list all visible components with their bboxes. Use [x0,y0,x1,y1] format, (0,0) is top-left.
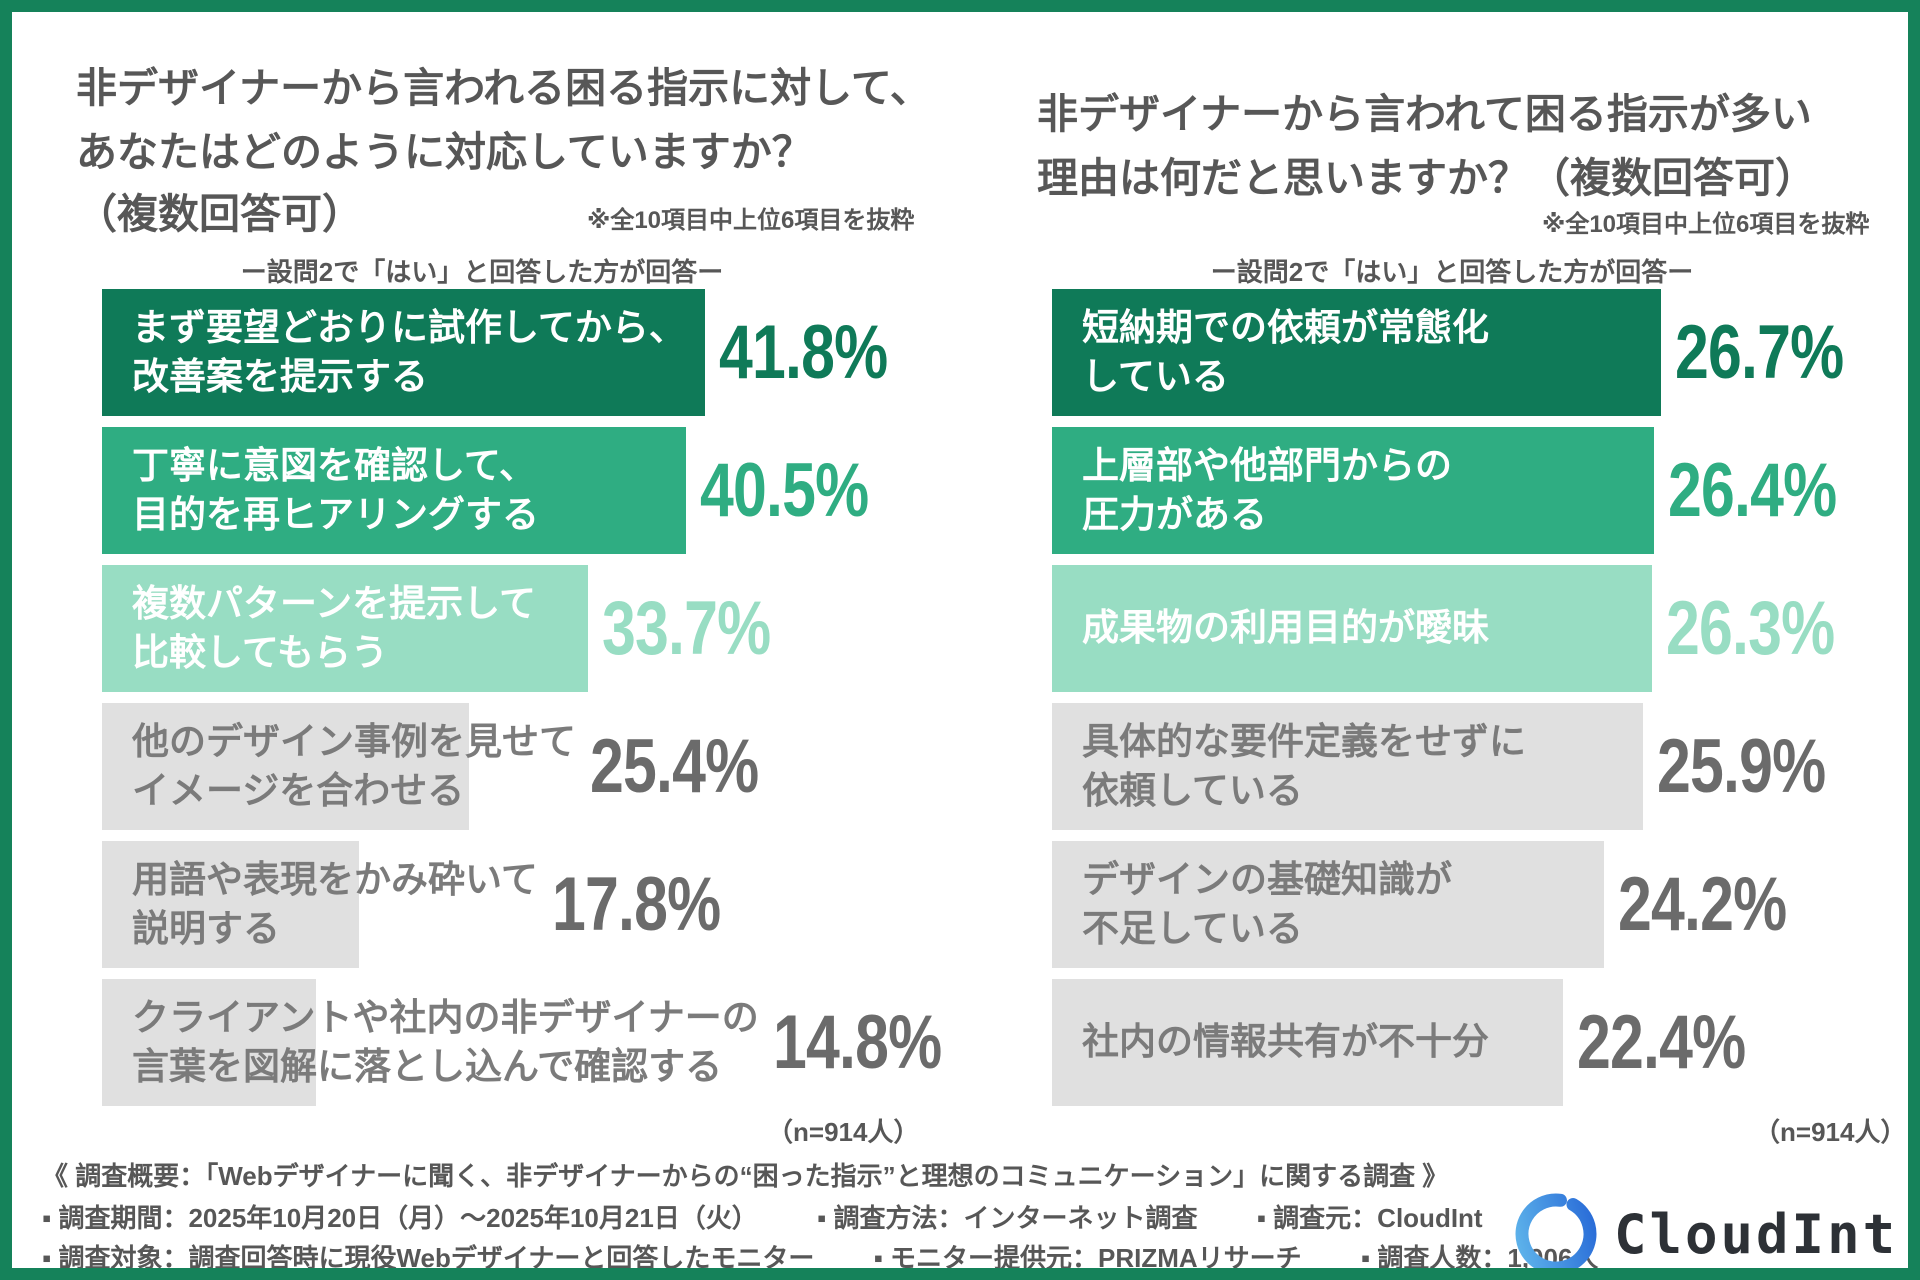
bar-fill [1052,289,1661,416]
bar-label: 成果物の利用目的が曖昧 [1082,607,1489,649]
survey-period: ▪ 調査期間：2025年10月20日（月）～2025年10月21日（火） [42,1203,758,1233]
survey-meta-line3: ▪ 調査対象：調査回答時に現役Webデザイナーと回答したモニター ▪ モニター提… [42,1238,1598,1273]
bar-label: 他のデザイン事例を見せて イメージを合わせる [132,720,576,811]
bar-label: 上層部や他部門からの 圧力がある [1082,444,1452,535]
bar-row: 上層部や他部門からの 圧力がある 26.4% [1052,427,1908,554]
right-title-line2: 理由は何だと思いますか？（複数回答可） [1037,155,1816,201]
left-chart-note: ※全10項目中上位6項目を抜粋 [587,207,915,234]
left-bar-chart: まず要望どおりに試作してから、 改善案を提示する 41.8% 丁寧に意図を確認し… [102,289,962,1117]
bar-fill [102,289,705,416]
bar-value: 25.9% [1657,724,1826,809]
survey-source: ▪ 調査元：CloudInt [1256,1203,1483,1233]
right-bar-chart: 短納期での依頼が常態化 している 26.7% 上層部や他部門からの 圧力がある … [1052,289,1908,1117]
bar-value: 14.8% [772,1000,942,1085]
cloudint-logo: CloudInt [1512,1190,1899,1268]
bar-fill [1052,979,1563,1106]
left-chart-title: 非デザイナーから言われる困る指示に対して、 あなたはどのように対応していますか？ [76,56,931,184]
bar-row: 用語や表現をかみ砕いて 説明する 17.8% [102,841,962,968]
right-sample-size: （n=914人） [1754,1117,1907,1147]
left-title-line2: あなたはどのように対応していますか？ [76,129,813,175]
bar-label: 社内の情報共有が不十分 [1082,1021,1489,1063]
cloudint-ring-icon [1515,1193,1597,1268]
bar-row: 他のデザイン事例を見せて イメージを合わせる 25.4% [102,703,962,830]
bar-label: 具体的な要件定義をせずに 依頼している [1082,720,1526,811]
survey-overview: 《 調査概要：「Webデザイナーに聞く、非デザイナーからの“困った指示”と理想の… [42,1161,1449,1191]
bar-value: 24.2% [1618,862,1787,947]
survey-meta-line2: ▪ 調査期間：2025年10月20日（月）～2025年10月21日（火） ▪ 調… [42,1198,1483,1235]
bar-row: 複数パターンを提示して 比較してもらう 33.7% [102,565,962,692]
bar-row: デザインの基礎知識が 不足している 24.2% [1052,841,1908,968]
right-title-line1: 非デザイナーから言われて困る指示が多い [1037,91,1812,137]
survey-monitor-provider: ▪ モニター提供元：PRIZMAリサーチ [873,1243,1302,1273]
bar-fill [102,427,686,554]
bar-value: 41.8% [718,310,888,395]
bar-row: クライアントや社内の非デザイナーの 言葉を図解に落とし込んで確認する 14.8% [102,979,962,1106]
bar-row: 丁寧に意図を確認して、 目的を再ヒアリングする 40.5% [102,427,962,554]
survey-target: ▪ 調査対象：調査回答時に現役Webデザイナーと回答したモニター [42,1243,815,1273]
bar-fill [1052,427,1654,554]
bar-label: デザインの基礎知識が 不足している [1082,858,1452,949]
left-title-line1: 非デザイナーから言われる困る指示に対して、 [76,65,931,111]
bar-fill [102,703,469,830]
right-chart-title: 非デザイナーから言われて困る指示が多い 理由は何だと思いますか？（複数回答可） [1037,82,1816,210]
bar-value: 26.3% [1666,586,1835,671]
right-chart-note: ※全10項目中上位6項目を抜粋 [1542,211,1870,238]
bar-row: 成果物の利用目的が曖昧 26.3% [1052,565,1908,692]
left-sample-size: （n=914人） [767,1117,920,1147]
cloudint-logo-text: CloudInt [1614,1202,1899,1266]
bar-fill [102,841,359,968]
bar-row: 具体的な要件定義をせずに 依頼している 25.9% [1052,703,1908,830]
left-title-line3: （複数回答可） [76,191,363,237]
bar-label: 複数パターンを提示して 比較してもらう [132,582,537,673]
bar-label: まず要望どおりに試作してから、 改善案を提示する [132,306,686,397]
left-chart-subnote: ー設問2で「はい」と回答した方が回答ー [240,257,724,287]
right-chart-subnote: ー設問2で「はい」と回答した方が回答ー [1210,257,1694,287]
bar-fill [102,565,588,692]
bar-row: 短納期での依頼が常態化 している 26.7% [1052,289,1908,416]
bar-value: 25.4% [590,724,759,809]
bar-value: 40.5% [700,448,869,533]
bar-value: 26.4% [1668,448,1837,533]
bar-value: 26.7% [1675,310,1844,395]
bar-fill [1052,703,1643,830]
bar-label: 丁寧に意図を確認して、 目的を再ヒアリングする [132,444,539,535]
bar-fill [102,979,316,1106]
bar-fill [1052,565,1652,692]
bar-row: 社内の情報共有が不十分 22.4% [1052,979,1908,1106]
bar-value: 33.7% [602,586,771,671]
bar-label: クライアントや社内の非デザイナーの 言葉を図解に落とし込んで確認する [132,996,759,1087]
bar-label: 短納期での依頼が常態化 している [1082,306,1489,397]
survey-method: ▪ 調査方法：インターネット調査 [817,1203,1198,1233]
bar-value: 17.8% [551,862,721,947]
bar-fill [1052,841,1604,968]
bar-row: まず要望どおりに試作してから、 改善案を提示する 41.8% [102,289,962,416]
bar-label: 用語や表現をかみ砕いて 説明する [132,858,538,949]
bar-value: 22.4% [1577,1000,1746,1085]
